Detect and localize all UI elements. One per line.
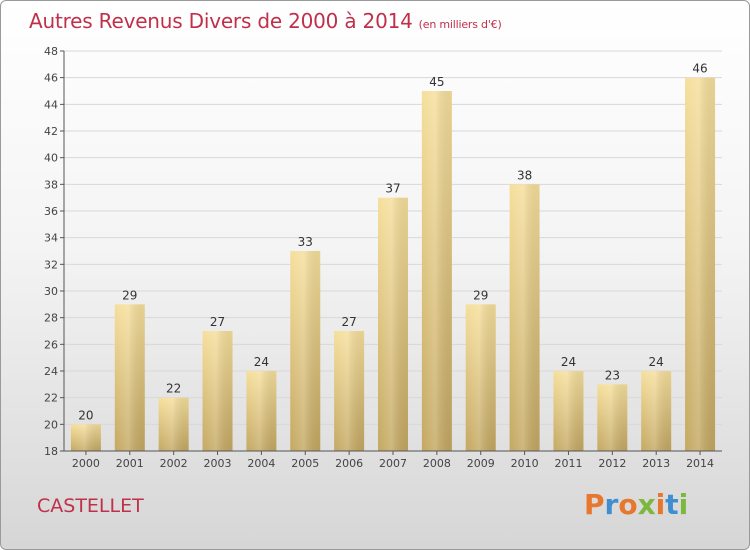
- data-labels: 20 29 22 27 24 33 27 37 45 29 38 24 23 24 46: [78, 62, 707, 423]
- bar-shine-2004: [246, 371, 277, 451]
- y-tick-label: 44: [44, 98, 58, 111]
- y-tick-label: 32: [44, 258, 58, 271]
- y-tick-label: 24: [44, 365, 58, 378]
- x-tick-label: 2002: [160, 457, 188, 470]
- axes: 18 20 22 24 26 28 30 32 34 36 38 40 42 44 46 48 2000 2001…: [44, 45, 722, 470]
- x-tick-label: 2006: [335, 457, 363, 470]
- value-label: 24: [561, 355, 576, 369]
- y-tick-label: 38: [44, 178, 58, 191]
- x-tick-label: 2003: [204, 457, 232, 470]
- city-name: CASTELLET: [37, 495, 144, 517]
- bar-shine-2014: [685, 77, 716, 452]
- y-tick-label: 40: [44, 152, 58, 165]
- x-tick-label: 2012: [598, 457, 626, 470]
- x-tick-label: 2009: [467, 457, 495, 470]
- value-label: 27: [210, 315, 225, 329]
- y-tick-label: 48: [44, 45, 58, 58]
- proxiti-logo[interactable]: Proxiti: [584, 488, 688, 521]
- logo-letter: x: [637, 488, 656, 521]
- x-tick-label: 2008: [423, 457, 451, 470]
- x-tick-label: 2004: [247, 457, 275, 470]
- logo-letter: i: [655, 488, 666, 521]
- y-tick-label: 46: [44, 72, 58, 85]
- bar-shine-2003: [202, 331, 233, 451]
- logo-letter: t: [665, 488, 679, 521]
- y-tick-label: 30: [44, 285, 58, 298]
- x-tick-label: 2001: [116, 457, 144, 470]
- bars: [70, 77, 716, 452]
- title-text: Autres Revenus Divers de 2000 à 2014: [29, 9, 413, 33]
- y-tick-label: 22: [44, 392, 58, 405]
- bar-shine-2008: [421, 91, 452, 451]
- x-tick-label: 2011: [554, 457, 582, 470]
- logo-letter: o: [618, 488, 638, 521]
- logo-letter: P: [584, 488, 605, 521]
- value-label: 27: [341, 315, 356, 329]
- chart-subtitle: (en milliers d'€): [418, 18, 502, 31]
- y-tick-label: 36: [44, 205, 58, 218]
- x-tick-label: 2014: [686, 457, 714, 470]
- bar-shine-2001: [114, 304, 145, 451]
- value-label: 20: [78, 408, 93, 422]
- value-label: 29: [473, 288, 488, 302]
- value-label: 22: [166, 382, 181, 396]
- value-label: 23: [605, 368, 620, 382]
- y-tick-label: 28: [44, 312, 58, 325]
- bar-shine-2000: [70, 424, 101, 451]
- bar-shine-2002: [158, 397, 189, 451]
- value-label: 29: [122, 288, 137, 302]
- x-tick-label: 2013: [642, 457, 670, 470]
- x-tick-label: 2007: [379, 457, 407, 470]
- bar-shine-2012: [597, 384, 628, 451]
- chart-title: Autres Revenus Divers de 2000 à 2014 (en …: [29, 9, 502, 33]
- y-tick-label: 42: [44, 125, 58, 138]
- value-label: 24: [649, 355, 664, 369]
- y-tick-label: 20: [44, 418, 58, 431]
- y-tick-label: 18: [44, 445, 58, 458]
- bar-shine-2005: [290, 251, 321, 451]
- value-label: 24: [254, 355, 269, 369]
- value-label: 37: [385, 182, 400, 196]
- x-tick-label: 2005: [291, 457, 319, 470]
- bar-shine-2010: [509, 184, 540, 452]
- y-tick-label: 34: [44, 232, 58, 245]
- bar-shine-2006: [334, 331, 365, 451]
- logo-letter: r: [604, 488, 619, 521]
- bar-shine-2013: [641, 371, 672, 451]
- y-tick-label: 26: [44, 338, 58, 351]
- value-label: 33: [298, 235, 313, 249]
- logo-letter: i: [678, 488, 689, 521]
- value-label: 45: [429, 75, 444, 89]
- x-tick-label: 2000: [72, 457, 100, 470]
- bar-shine-2009: [465, 304, 496, 451]
- x-tick-label: 2010: [511, 457, 539, 470]
- value-label: 38: [517, 168, 532, 182]
- bar-shine-2007: [378, 197, 408, 451]
- bar-shine-2011: [553, 371, 584, 451]
- value-label: 46: [692, 62, 707, 76]
